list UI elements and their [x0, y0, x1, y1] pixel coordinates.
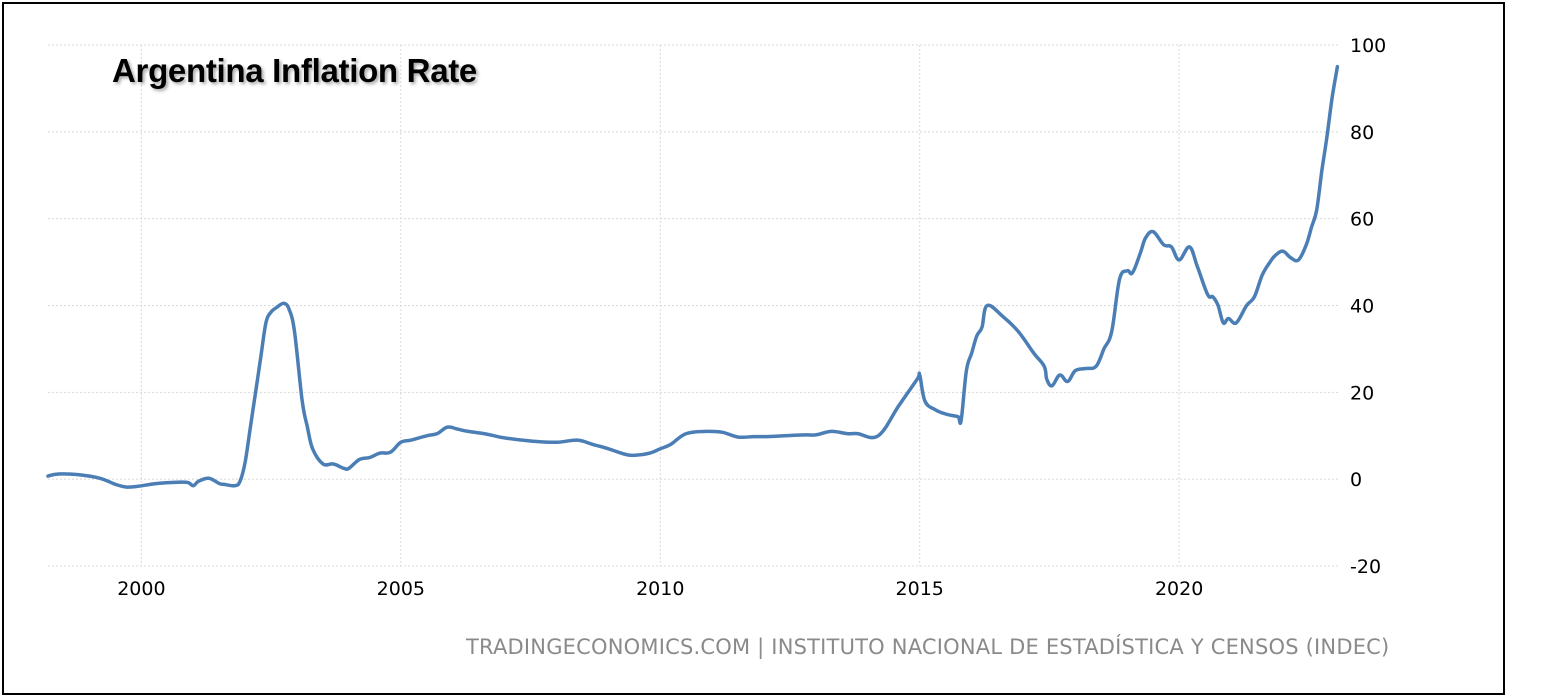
x-tick-label: 2010	[636, 578, 684, 600]
x-axis-ticks: 2000 2005 2010 2015 2020	[117, 578, 1203, 600]
y-axis-ticks: 100 80 60 40 20 0 -20	[1350, 35, 1386, 578]
inflation-series-line	[46, 64, 1340, 489]
y-tick-label: 80	[1350, 122, 1374, 144]
x-tick-label: 2005	[377, 578, 425, 600]
chart-frame	[2, 2, 1505, 695]
x-tick-label: 2020	[1155, 578, 1203, 600]
x-tick-label: 2000	[117, 578, 165, 600]
source-credit: TRADINGECONOMICS.COM | INSTITUTO NACIONA…	[466, 635, 1390, 659]
y-tick-label: 20	[1350, 382, 1374, 404]
y-tick-label: 100	[1350, 35, 1386, 57]
x-tick-label: 2015	[896, 578, 944, 600]
y-tick-label: 0	[1350, 469, 1362, 491]
y-tick-label: 60	[1350, 209, 1374, 231]
y-tick-label: 40	[1350, 296, 1374, 318]
grid	[48, 44, 1340, 567]
y-tick-label: -20	[1350, 556, 1381, 578]
chart-title: Argentina Inflation Rate	[112, 52, 477, 89]
